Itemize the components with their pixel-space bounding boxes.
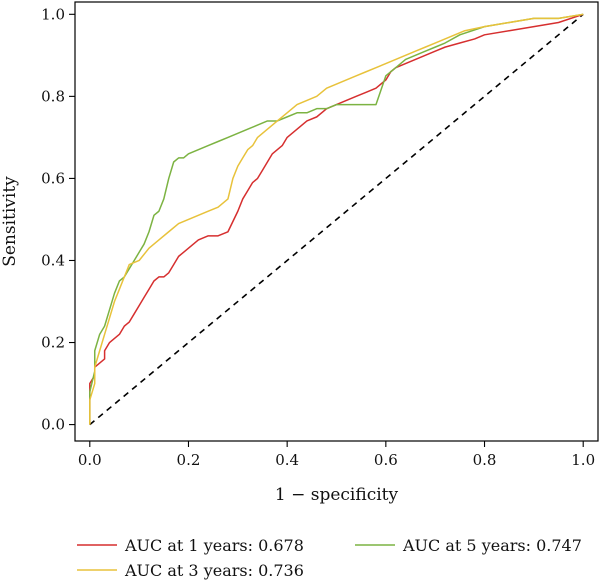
x-tick-label: 0.0 (78, 451, 102, 469)
legend-label-3: AUC at 5 years: 0.747 (402, 536, 582, 555)
plot-frame (74, 1, 599, 442)
y-tick-label: 0.0 (41, 416, 65, 434)
y-tick-label: 0.6 (41, 169, 65, 187)
y-tick-label: 0.4 (41, 251, 65, 269)
roc-series-line-2 (89, 13, 584, 425)
x-tick-label: 1.0 (571, 451, 595, 469)
x-tick-label: 0.2 (177, 451, 201, 469)
axes: 0.0 0.2 0.4 0.6 0.8 1.0 0.0 0.2 0.4 0.6 0.8 1.0 1 − … (0, 1, 599, 505)
roc-series-line-1 (89, 13, 584, 425)
chance-diagonal-line (89, 13, 584, 426)
y-tick-label: 0.8 (41, 87, 65, 105)
x-tick-label: 0.6 (374, 451, 398, 469)
x-tick-label: 0.8 (473, 451, 497, 469)
y-tick-label: 1.0 (41, 5, 65, 23)
x-axis-title: 1 − specificity (275, 485, 399, 505)
y-axis-title: Sensitivity (0, 176, 20, 267)
y-tick-label: 0.2 (41, 334, 65, 352)
legend: AUC at 1 years: 0.678 AUC at 3 years: 0.7… (77, 536, 582, 580)
x-tick-label: 0.4 (275, 451, 299, 469)
plot-area (89, 13, 584, 426)
legend-label-1: AUC at 1 years: 0.678 (124, 536, 304, 555)
legend-label-2: AUC at 3 years: 0.736 (124, 561, 304, 580)
